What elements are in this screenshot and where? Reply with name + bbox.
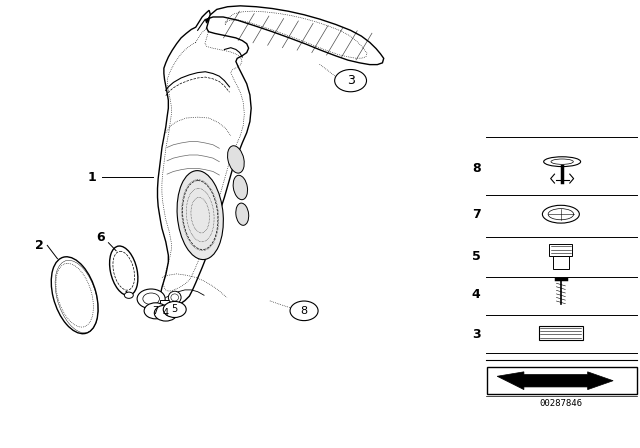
Ellipse shape bbox=[177, 171, 223, 259]
Bar bbox=[553, 256, 568, 269]
Ellipse shape bbox=[236, 203, 249, 225]
Polygon shape bbox=[157, 10, 251, 310]
Ellipse shape bbox=[51, 257, 98, 334]
Ellipse shape bbox=[542, 205, 579, 223]
Circle shape bbox=[335, 69, 367, 92]
Bar bbox=[549, 244, 572, 256]
Text: 8: 8 bbox=[472, 162, 481, 175]
Ellipse shape bbox=[233, 175, 248, 200]
Text: 2: 2 bbox=[35, 239, 44, 252]
Circle shape bbox=[290, 301, 318, 321]
Text: 5: 5 bbox=[472, 250, 481, 263]
Ellipse shape bbox=[109, 246, 138, 296]
Circle shape bbox=[163, 302, 186, 318]
Text: 3: 3 bbox=[472, 328, 481, 341]
Text: 7: 7 bbox=[152, 306, 159, 316]
Text: 4: 4 bbox=[163, 308, 169, 318]
Bar bbox=[539, 326, 583, 340]
Text: 7: 7 bbox=[472, 208, 481, 221]
Circle shape bbox=[124, 292, 133, 298]
Text: 5: 5 bbox=[172, 305, 178, 314]
Ellipse shape bbox=[228, 146, 244, 173]
Ellipse shape bbox=[543, 157, 580, 167]
Text: 8: 8 bbox=[301, 306, 308, 316]
Polygon shape bbox=[497, 372, 613, 390]
Ellipse shape bbox=[168, 291, 181, 304]
Circle shape bbox=[144, 303, 167, 319]
Circle shape bbox=[154, 305, 177, 321]
Text: 1: 1 bbox=[88, 171, 96, 184]
FancyBboxPatch shape bbox=[160, 300, 173, 309]
Circle shape bbox=[137, 289, 165, 309]
Text: 3: 3 bbox=[347, 74, 355, 87]
Polygon shape bbox=[207, 6, 384, 65]
Text: 6: 6 bbox=[96, 231, 104, 244]
Bar bbox=[487, 367, 637, 394]
Text: 4: 4 bbox=[472, 288, 481, 301]
Text: 00287846: 00287846 bbox=[540, 399, 582, 409]
